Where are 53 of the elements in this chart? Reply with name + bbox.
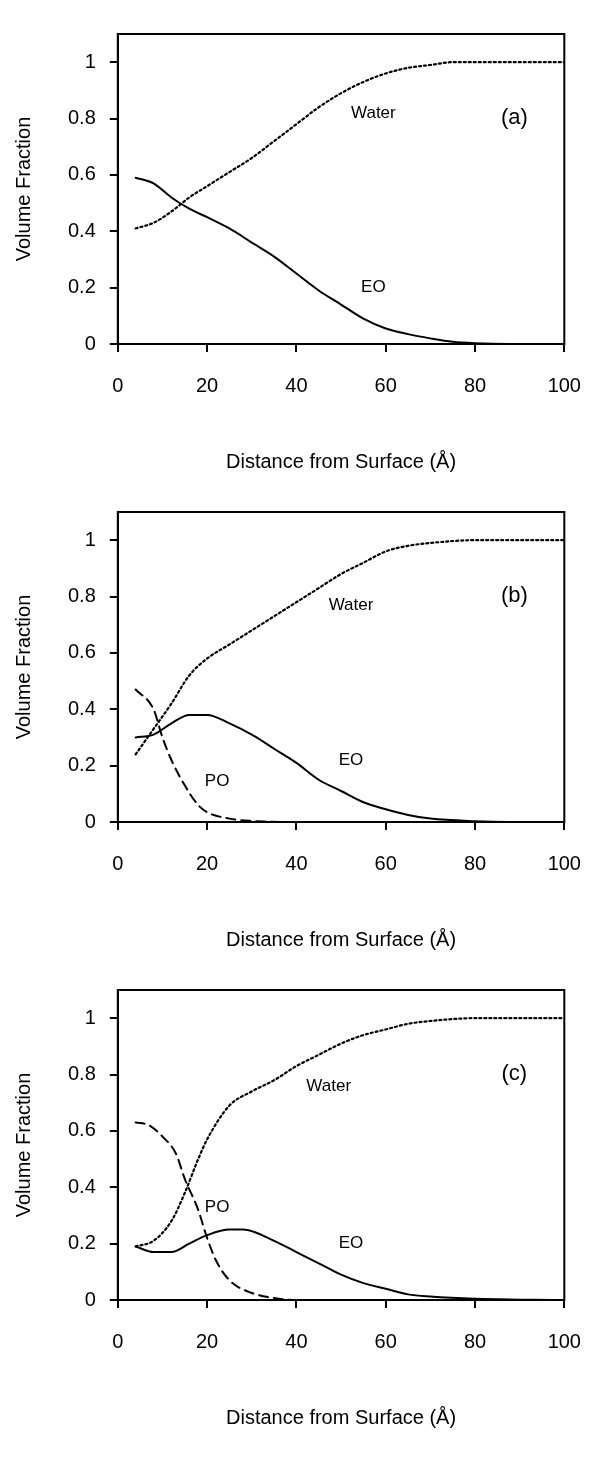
- x-tick-label: 40: [285, 851, 308, 874]
- y-tick-label: 0.8: [67, 106, 96, 129]
- y-tick-label: 0.6: [67, 162, 96, 185]
- y-tick-label: 0.6: [67, 640, 96, 663]
- y-tick-label: 0: [84, 809, 96, 832]
- x-tick-label: 80: [463, 851, 487, 874]
- series-label: EO: [338, 1233, 364, 1253]
- annotation: (c): [501, 1059, 528, 1085]
- x-tick-label: 40: [285, 1329, 308, 1352]
- y-tick-label: 0: [84, 331, 96, 354]
- y-axis-title: Volume Fraction: [11, 594, 34, 740]
- annotation: (b): [500, 581, 528, 607]
- x-tick-label: 0: [112, 373, 124, 396]
- series-label: EO: [338, 749, 364, 769]
- x-axis-title: Distance from Surface (Å): [226, 1405, 457, 1428]
- y-tick-label: 1: [84, 527, 96, 550]
- y-tick-label: 0.2: [67, 275, 96, 298]
- x-tick-label: 0: [112, 851, 124, 874]
- series-label: Water: [306, 1075, 352, 1095]
- y-tick-label: 1: [84, 49, 96, 72]
- y-tick-label: 0.6: [67, 1118, 96, 1141]
- series-label: Water: [328, 594, 374, 614]
- x-tick-label: 100: [547, 851, 581, 874]
- series-label: PO: [204, 1196, 230, 1216]
- x-tick-label: 60: [374, 1329, 397, 1352]
- x-tick-label: 100: [547, 373, 581, 396]
- series-label: PO: [204, 770, 230, 790]
- x-tick-label: 20: [195, 851, 219, 874]
- x-tick-label: 100: [547, 1329, 581, 1352]
- y-tick-label: 1: [84, 1005, 96, 1028]
- y-tick-label: 0.2: [67, 753, 96, 776]
- y-axis-title: Volume Fraction: [11, 116, 34, 262]
- x-tick-label: 40: [285, 373, 308, 396]
- x-axis-title: Distance from Surface (Å): [226, 449, 457, 472]
- y-tick-label: 0.8: [67, 1062, 96, 1085]
- y-tick-label: 0.4: [67, 696, 96, 719]
- x-tick-label: 20: [195, 373, 219, 396]
- x-tick-label: 60: [374, 851, 397, 874]
- y-tick-label: 0.2: [67, 1231, 96, 1254]
- series-label: EO: [361, 277, 386, 297]
- x-tick-label: 20: [195, 1329, 219, 1352]
- y-axis-title: Volume Fraction: [11, 1072, 34, 1218]
- x-tick-label: 0: [112, 1329, 124, 1352]
- x-tick-label: 80: [463, 373, 487, 396]
- y-tick-label: 0.8: [67, 584, 96, 607]
- x-tick-label: 80: [463, 1329, 487, 1352]
- y-tick-label: 0.4: [67, 218, 96, 241]
- y-tick-label: 0: [84, 1287, 96, 1310]
- series-label: Water: [351, 102, 397, 122]
- x-axis-title: Distance from Surface (Å): [226, 927, 457, 950]
- y-tick-label: 0.4: [67, 1174, 96, 1197]
- x-tick-label: 60: [374, 373, 397, 396]
- annotation: (a): [500, 103, 528, 129]
